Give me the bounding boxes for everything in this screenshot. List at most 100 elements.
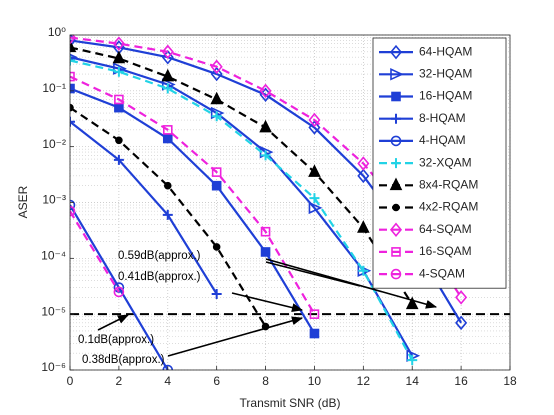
- marker: [161, 49, 174, 65]
- marker: [162, 133, 173, 144]
- marker: [210, 66, 223, 82]
- marker: [259, 83, 272, 99]
- marker: [70, 71, 75, 82]
- marker: [114, 94, 124, 105]
- legend-label: 4-HQAM: [419, 133, 466, 147]
- series: [70, 55, 418, 366]
- annotations: 0.59dB(approx.) 0.41dB(approx.) 0.1dB(ap…: [78, 250, 438, 366]
- annotation: 0.1dB(approx.): [78, 334, 154, 346]
- marker: [309, 328, 320, 339]
- legend-label: 16-SQAM: [419, 244, 472, 258]
- marker: [260, 226, 271, 237]
- marker: [212, 243, 221, 251]
- legend: 64-HQAM 32-HQAM 16-HQAM 8-HQAM 4-HQAM 32-XQAM…: [372, 37, 507, 289]
- marker: [113, 282, 125, 293]
- marker: [358, 265, 369, 276]
- marker: [210, 59, 223, 74]
- ticks: 0 2 4 6 8 10 12 14 16 18 10⁻⁶ 10⁻⁵ 10⁻⁴ 10⁻³ 10⁻² 10⁻¹ 1…: [41, 25, 517, 388]
- marker: [113, 286, 125, 298]
- legend-label: 4x2-RQAM: [419, 200, 478, 214]
- marker: [357, 156, 370, 171]
- marker: [115, 136, 123, 145]
- marker: [389, 44, 403, 60]
- marker: [211, 288, 222, 299]
- marker: [70, 116, 75, 127]
- x-axis-label: Transmit SNR (dB): [240, 396, 341, 410]
- marker: [308, 120, 321, 135]
- y-axis-label: ASER: [16, 185, 30, 218]
- x-tick-label: 6: [213, 374, 220, 388]
- series: [70, 39, 419, 310]
- legend-label: 32-XQAM: [419, 155, 472, 169]
- marker: [70, 55, 75, 66]
- marker: [455, 290, 468, 305]
- marker: [162, 364, 174, 370]
- y-tick-label: 10⁻⁴: [41, 249, 66, 263]
- marker: [308, 164, 321, 177]
- marker: [391, 91, 401, 102]
- annotation: 0.59dB(approx.): [118, 250, 201, 262]
- series: [70, 116, 222, 299]
- y-tick-label: 10⁻²: [42, 137, 66, 151]
- series-line: [70, 87, 316, 335]
- marker: [391, 158, 401, 169]
- y-tick-label: 10⁻⁵: [41, 304, 66, 318]
- legend-label: 8-HQAM: [419, 111, 466, 125]
- series-line: [70, 59, 414, 361]
- legend-label: 16-HQAM: [419, 89, 472, 103]
- marker: [70, 199, 76, 211]
- annotation-arrow: [167, 316, 304, 357]
- annotation: 0.38dB(approx.): [82, 354, 165, 366]
- marker: [70, 83, 75, 94]
- y-tick-label: 10⁻³: [42, 193, 66, 207]
- marker: [210, 91, 223, 105]
- series-line: [70, 46, 414, 305]
- marker: [309, 193, 320, 204]
- x-tick-label: 10: [308, 374, 322, 388]
- marker: [389, 222, 403, 237]
- series: [70, 71, 320, 319]
- marker: [211, 180, 222, 191]
- marker: [407, 355, 418, 366]
- legend-label: 8x4-RQAM: [419, 177, 478, 191]
- marker: [308, 201, 323, 215]
- annotation: 0.41dB(approx.): [118, 271, 201, 283]
- marker: [357, 220, 370, 233]
- marker: [455, 315, 468, 331]
- marker: [161, 44, 174, 60]
- marker: [112, 36, 125, 51]
- marker: [161, 68, 175, 82]
- x-tick-label: 8: [262, 374, 269, 388]
- series: [70, 83, 320, 339]
- marker: [392, 203, 400, 212]
- y-tick-label: 10⁻¹: [42, 81, 66, 95]
- marker: [390, 135, 402, 147]
- series-line: [70, 56, 414, 357]
- marker: [112, 50, 126, 64]
- marker: [391, 247, 401, 257]
- marker: [390, 68, 404, 81]
- legend-label: 4-SQAM: [419, 266, 465, 280]
- marker: [70, 35, 77, 45]
- series: [70, 205, 125, 298]
- x-tick-label: 16: [454, 374, 468, 388]
- legend-label: 64-HQAM: [419, 44, 472, 58]
- legend-label: 32-HQAM: [419, 66, 472, 80]
- marker: [259, 119, 272, 133]
- series-line: [70, 106, 267, 328]
- marker: [405, 296, 419, 310]
- marker: [308, 112, 321, 128]
- marker: [70, 103, 74, 112]
- y-tick-label: 10⁰: [48, 25, 66, 39]
- marker: [391, 113, 401, 124]
- marker: [260, 150, 271, 161]
- marker: [357, 168, 370, 184]
- marker: [390, 268, 402, 280]
- legend-label: 64-SQAM: [419, 222, 472, 236]
- marker: [163, 181, 172, 190]
- annotation-line: [265, 261, 361, 287]
- marker: [309, 309, 320, 319]
- marker: [162, 83, 173, 94]
- x-tick-label: 12: [357, 374, 371, 388]
